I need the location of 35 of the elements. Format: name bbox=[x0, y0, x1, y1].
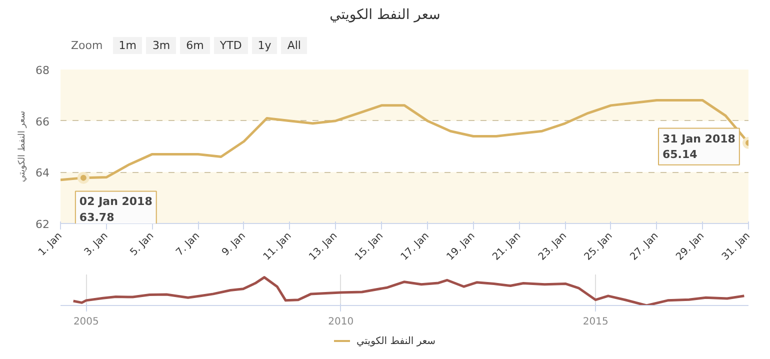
x-tick-label: 2005 bbox=[73, 316, 99, 328]
text: 6m bbox=[180, 37, 210, 54]
x-tick-label: 23. Jan bbox=[536, 230, 569, 263]
x-tick-label: 5. Jan bbox=[128, 230, 156, 258]
x-tick-label: 1. Jan bbox=[36, 230, 64, 258]
text: 1m bbox=[112, 37, 142, 54]
x-tick-label: 19. Jan bbox=[445, 230, 478, 263]
text: YTD bbox=[214, 37, 248, 54]
x-tick-label: 15. Jan bbox=[353, 230, 386, 263]
annotation: 02 Jan 2018 63.78 bbox=[79, 195, 152, 224]
x-tick-label: 2010 bbox=[328, 316, 354, 328]
text: All bbox=[281, 37, 307, 54]
y-tick-label: 62 bbox=[36, 218, 50, 231]
x-tick-label: 11. Jan bbox=[262, 230, 294, 263]
x-tick-label: 27. Jan bbox=[628, 230, 661, 263]
y-tick-label: 66 bbox=[36, 115, 50, 128]
text: 3m bbox=[146, 37, 176, 54]
text: 1y bbox=[252, 37, 278, 54]
chart-title: سعر النفط الكويتي bbox=[328, 6, 442, 25]
x-tick-label: 25. Jan bbox=[582, 230, 615, 263]
x-tick-label: 31. Jan bbox=[720, 230, 752, 263]
x-tick-label: 17. Jan bbox=[399, 230, 432, 263]
annotation: 31 Jan 2018 65.14 bbox=[662, 132, 736, 161]
x-tick-label: 3. Jan bbox=[82, 230, 110, 258]
x-tick-label: 7. Jan bbox=[174, 230, 202, 258]
text: Zoom bbox=[70, 38, 104, 54]
legend-label: سعر النفط الكويتي bbox=[356, 336, 436, 347]
x-tick-label: 9. Jan bbox=[220, 230, 248, 258]
x-tick-label: 29. Jan bbox=[674, 230, 707, 263]
x-tick-label: 13. Jan bbox=[307, 230, 340, 263]
x-tick-label: 2015 bbox=[582, 316, 608, 328]
x-tick-label: 21. Jan bbox=[490, 230, 524, 263]
y-tick-label: 68 bbox=[36, 64, 50, 77]
y-axis-title: سعر النفط الكويتي bbox=[18, 110, 28, 182]
y-tick-label: 64 bbox=[36, 166, 50, 180]
